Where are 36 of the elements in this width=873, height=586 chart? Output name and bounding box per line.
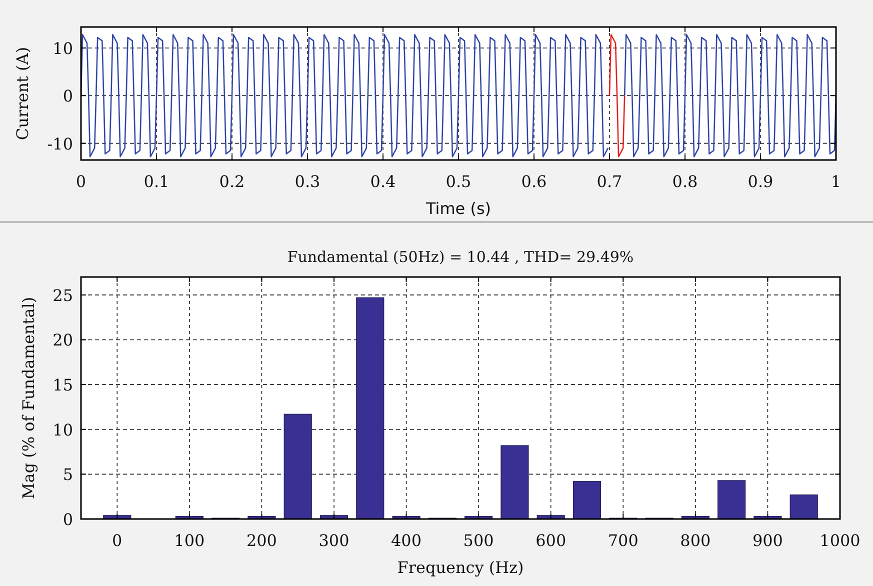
- y-tick-label: 10: [52, 38, 73, 58]
- x-tick-label: 0.6: [521, 172, 547, 191]
- y-axis-title: Current (A): [13, 46, 32, 140]
- x-tick-label: 0.2: [219, 172, 245, 191]
- x-tick-label: 400: [391, 531, 422, 550]
- x-tick-label: 900: [752, 531, 783, 550]
- x-tick-label: 0.8: [672, 172, 698, 191]
- x-axis-title: Time (s): [424, 199, 492, 218]
- x-tick-label: 0.7: [596, 172, 622, 191]
- y-tick-label: 0: [62, 86, 73, 106]
- x-tick-label: 0.4: [370, 172, 396, 191]
- x-tick-label: 700: [608, 531, 638, 550]
- x-tick-label: 500: [463, 531, 494, 550]
- x-tick-label: 0.3: [294, 172, 320, 191]
- y-axis-title: Mag (% of Fundamental): [19, 296, 38, 500]
- x-tick-label: 1: [830, 172, 842, 191]
- x-tick-label: 800: [680, 531, 711, 550]
- y-tick-label: -10: [47, 134, 73, 154]
- x-tick-label: 0: [112, 531, 122, 550]
- x-tick-label: 0.1: [144, 172, 170, 191]
- x-tick-label: 0: [76, 172, 86, 191]
- y-tick-label: 5: [62, 465, 73, 484]
- x-tick-label: 0.9: [748, 172, 774, 191]
- x-tick-label: 200: [246, 531, 277, 550]
- y-tick-label: 10: [52, 420, 73, 440]
- y-tick-label: 15: [52, 376, 73, 395]
- x-tick-label: 100: [174, 531, 205, 550]
- x-tick-label: 600: [536, 531, 566, 550]
- y-tick-label: 20: [52, 330, 73, 350]
- x-tick-label: 300: [318, 531, 350, 550]
- x-tick-label: 0.5: [446, 172, 472, 191]
- x-tick-label: 1000: [820, 531, 860, 550]
- chart-title: Fundamental (50Hz) = 10.44 , THD= 29.49%: [287, 248, 634, 266]
- y-tick-label: 25: [52, 286, 73, 305]
- x-axis-title: Frequency (Hz): [397, 558, 524, 577]
- y-tick-label: 0: [62, 510, 73, 529]
